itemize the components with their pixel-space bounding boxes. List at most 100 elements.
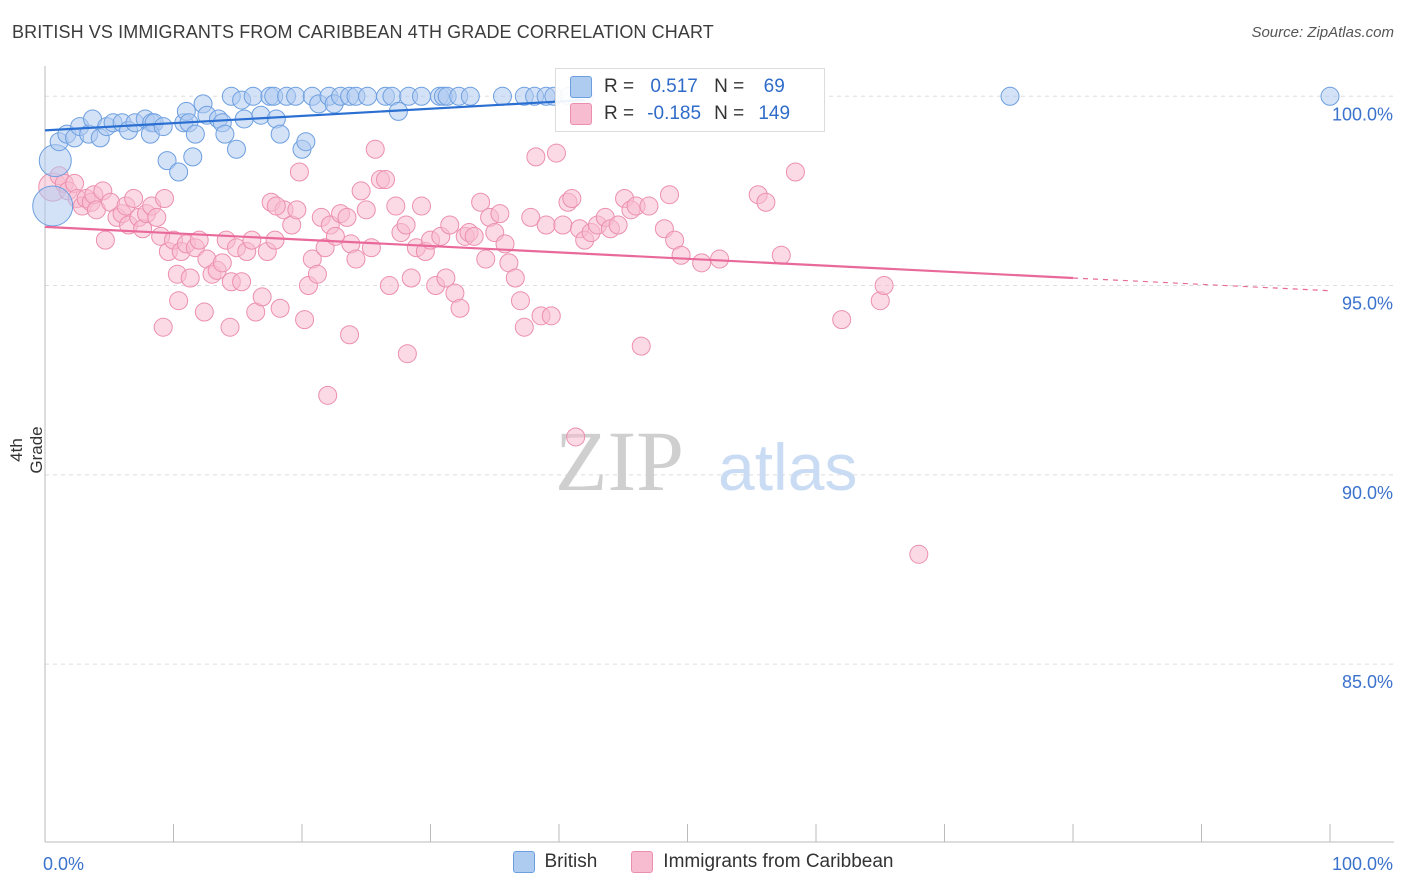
caribbean-point [287,200,307,220]
y-tick-label: 90.0% [1342,483,1393,503]
gridlines [45,95,1394,665]
x-tick-label: 100.0% [1332,854,1393,874]
r-value: -0.185 [647,103,702,124]
british-point [296,132,316,152]
caribbean-point [147,207,167,227]
stats-row-caribbean: R = -0.185 N = 149 [570,101,804,127]
caribbean-point [361,238,381,258]
british-legend-icon [512,851,535,873]
caribbean-point [153,317,173,337]
caribbean-point [514,317,534,337]
caribbean-point [289,162,309,182]
caribbean-point [521,207,541,227]
caribbean-point [436,268,456,288]
r-value: 0.517 [650,76,698,97]
caribbean-point [124,188,144,208]
axes [44,66,1394,843]
caribbean-point [95,230,115,250]
caribbean-point [169,291,189,311]
caribbean-point [337,207,357,227]
caribbean-legend-icon [631,851,654,873]
caribbean-point [909,544,929,564]
caribbean-point [155,188,175,208]
caribbean-point [318,385,338,405]
british-point [185,124,205,144]
caribbean-point [471,192,491,212]
caribbean-point [631,336,651,356]
stats-row-british: R = 0.517 N = 69 [570,74,804,100]
caribbean-point [495,234,515,254]
caribbean-point [546,143,566,163]
caribbean-point [340,325,360,345]
watermark: ZIP atlas [555,413,857,509]
caribbean-point [266,196,286,216]
n-value: 69 [763,76,785,97]
british-point [153,117,173,137]
caribbean-point [553,215,573,235]
caribbean-point [639,196,659,216]
tick-labels: 100.0% 95.0% 90.0% 85.0% 0.0% 100.0% [43,104,1393,874]
caribbean-point [505,268,525,288]
caribbean-point [307,264,327,284]
caribbean-point [376,170,396,190]
caribbean-trendline [44,225,1074,280]
british-swatch-icon [570,76,592,98]
british-point [183,147,203,167]
british-point [1320,86,1340,106]
caribbean-point [476,249,496,269]
caribbean-trendline-extension [1072,277,1331,292]
caribbean-point [401,268,421,288]
caribbean-point [252,287,272,307]
caribbean-point [232,272,252,292]
caribbean-point [692,253,712,273]
british-point [215,124,235,144]
caribbean-point [832,310,852,330]
caribbean-point [270,298,290,318]
caribbean-point [874,276,894,296]
british-point [412,86,432,106]
r-label: R = [604,76,635,97]
n-label: N = [714,76,745,97]
caribbean-point [386,196,406,216]
x-tick-label: 0.0% [43,854,84,874]
caribbean-point [771,245,791,265]
legend-item-caribbean[interactable]: Immigrants from Caribbean [631,851,894,873]
chart-title: BRITISH VS IMMIGRANTS FROM CARIBBEAN 4TH… [12,22,714,42]
caribbean-point [412,196,432,216]
caribbean-point [541,306,561,326]
caribbean-point [365,139,385,159]
legend-label-british: British [544,851,598,872]
source-label: Source: ZipAtlas.com [1251,24,1394,41]
caribbean-point [379,276,399,296]
caribbean-swatch-icon [570,103,592,125]
stats-box: R = 0.517 N = 69 R = -0.185 N = 149 [555,68,825,132]
caribbean-point [397,344,417,364]
legend-item-british[interactable]: British [512,851,598,873]
british-point [286,86,306,106]
british-point [270,124,290,144]
british-point [358,86,378,106]
caribbean-point [440,215,460,235]
caribbean-point [212,253,232,273]
caribbean-point [756,192,776,212]
legend: British Immigrants from Caribbean [0,851,1406,873]
caribbean-point [562,188,582,208]
british-point [169,162,189,182]
caribbean-point [608,215,628,235]
british-point [492,86,512,106]
caribbean-point [490,204,510,224]
legend-label-caribbean: Immigrants from Caribbean [663,851,894,872]
british-point [460,86,480,106]
y-axis-label: 4th Grade [7,426,46,474]
y-tick-label: 95.0% [1342,294,1393,314]
caribbean-point [566,427,586,447]
caribbean-point [671,245,691,265]
y-tick-label: 85.0% [1342,672,1393,692]
caribbean-point [194,302,214,322]
british-point [157,151,177,171]
caribbean-point [265,230,285,250]
n-value: 149 [758,103,791,124]
caribbean-point [346,249,366,269]
caribbean-point [356,200,376,220]
